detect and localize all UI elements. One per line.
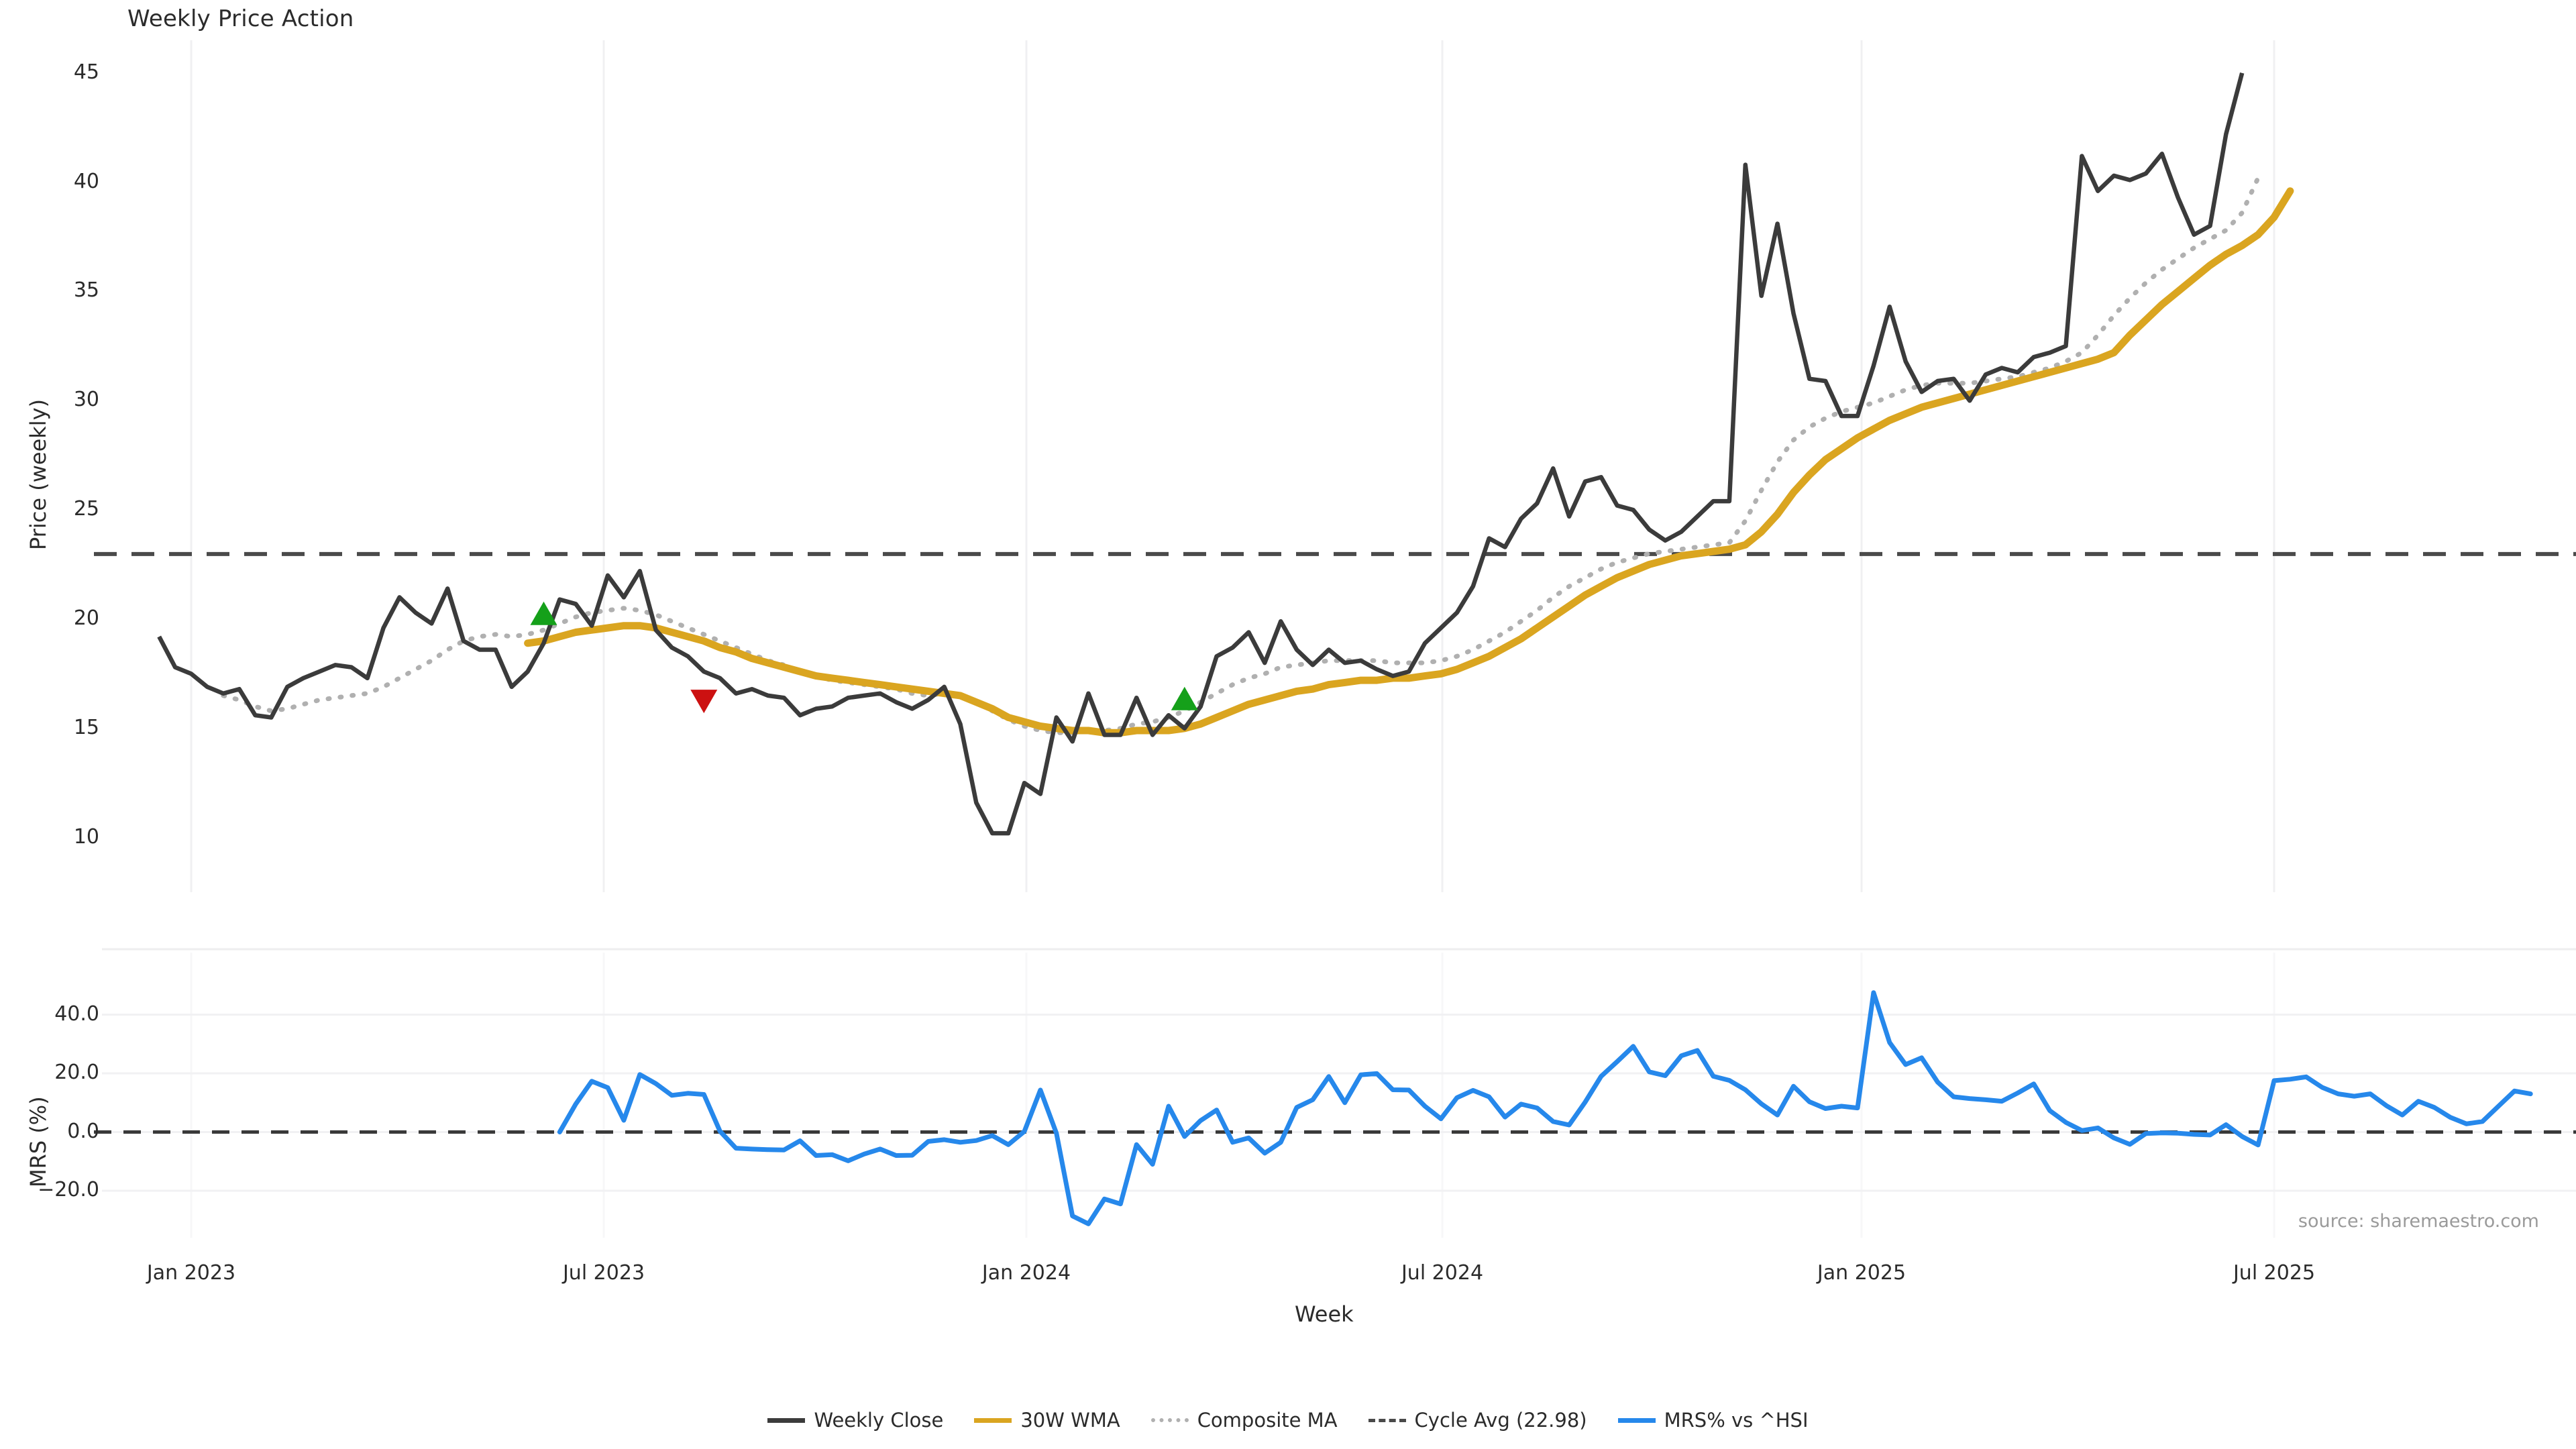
source-attribution: source: sharemaestro.com — [2298, 1211, 2539, 1232]
legend-item-label: 30W WMA — [1020, 1409, 1120, 1432]
y-tick-mrs: 0.0 — [67, 1119, 99, 1143]
y-tick-price: 30 — [73, 388, 99, 412]
page-title: Weekly Price Action — [127, 5, 354, 32]
legend-item-label: Cycle Avg (22.98) — [1414, 1409, 1587, 1432]
legend-item-label: Composite MA — [1197, 1409, 1338, 1432]
sell-signal-marker — [690, 690, 718, 714]
legend-item[interactable]: Cycle Avg (22.98) — [1368, 1409, 1587, 1432]
y-tick-price: 15 — [73, 715, 99, 739]
y-tick-price: 10 — [73, 824, 99, 849]
y-tick-price: 25 — [73, 497, 99, 521]
legend-item[interactable]: 30W WMA — [974, 1409, 1120, 1432]
legend-swatch-solid-icon — [767, 1417, 806, 1423]
legend-item[interactable]: Weekly Close — [767, 1409, 943, 1432]
y-tick-price: 20 — [73, 606, 99, 630]
legend-item[interactable]: MRS% vs ^HSI — [1617, 1409, 1809, 1432]
mrs-line — [557, 990, 2533, 1226]
y-tick-mrs: 20.0 — [54, 1061, 99, 1084]
x-tick: Jul 2025 — [2233, 1261, 2316, 1285]
signal-markers-group — [530, 601, 1198, 714]
y-tick-price: 45 — [73, 60, 99, 84]
chart-legend: Weekly Close 30W WMA Composite MA Cycle Avg… — [0, 1409, 2576, 1432]
y-tick-price: 40 — [73, 169, 99, 193]
y-tick-mrs: −20.0 — [38, 1178, 99, 1201]
price-series-group — [94, 72, 2576, 836]
legend-swatch-dotted-icon — [1150, 1418, 1189, 1422]
wma-line — [524, 187, 2294, 737]
legend-item-label: MRS% vs ^HSI — [1664, 1409, 1809, 1432]
x-axis-label: Week — [1295, 1301, 1354, 1327]
composite-ma-line — [221, 175, 2261, 735]
x-tick: Jul 2023 — [562, 1261, 645, 1285]
y-axis-label-price: Price (weekly) — [25, 398, 51, 550]
legend-item-label: Weekly Close — [814, 1409, 944, 1432]
legend-item[interactable]: Composite MA — [1150, 1409, 1338, 1432]
legend-swatch-dashed-icon — [1368, 1418, 1406, 1422]
buy-signal-marker — [1171, 686, 1198, 710]
x-tick: Jan 2024 — [981, 1261, 1071, 1285]
buy-signal-marker — [530, 601, 557, 625]
weekly-close-line — [157, 72, 2245, 836]
y-tick-price: 35 — [73, 278, 99, 303]
x-tick: Jan 2025 — [1817, 1261, 1907, 1285]
x-tick: Jan 2023 — [146, 1261, 236, 1285]
legend-swatch-solid-icon — [974, 1417, 1012, 1423]
mrs-series-group — [94, 990, 2576, 1226]
y-tick-mrs: 40.0 — [54, 1002, 99, 1026]
legend-swatch-solid-icon — [1617, 1417, 1656, 1423]
x-tick: Jul 2024 — [1401, 1261, 1484, 1285]
